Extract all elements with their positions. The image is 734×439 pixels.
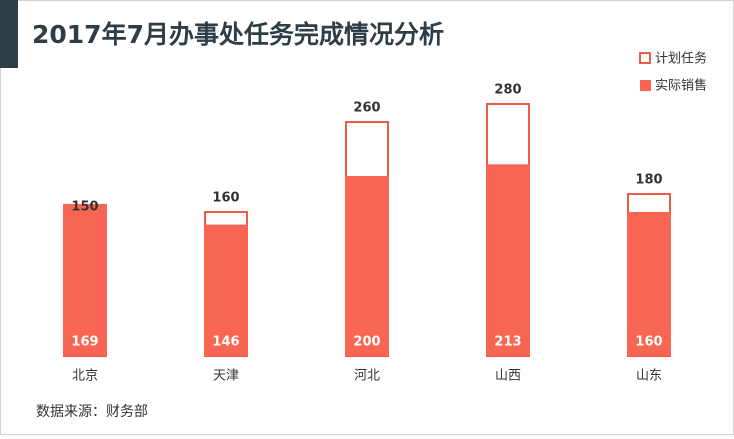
actual-value-label: 146 [212,335,239,350]
chart-title: 2017年7月办事处任务完成情况分析 [32,20,444,49]
legend-swatch [639,52,651,64]
plan-value-label: 260 [353,101,380,116]
actual-bar [627,212,671,356]
actual-bar [486,164,530,356]
actual-value-label: 169 [71,335,98,350]
legend-swatch [640,80,651,91]
x-tick-label: 北京 [72,369,98,384]
actual-bar [204,224,248,356]
legend-label: 计划任务 [655,51,707,67]
plan-value-label: 150 [71,200,98,215]
x-tick-label: 山东 [636,369,662,384]
legend-label: 实际销售 [655,78,707,94]
x-tick-label: 河北 [354,369,380,384]
plan-value-label: 180 [635,173,662,188]
plan-value-label: 160 [212,191,239,206]
actual-value-label: 200 [353,335,380,350]
x-tick-label: 天津 [213,369,239,384]
title-accent [0,0,18,68]
actual-bar [63,203,107,356]
x-tick-label: 山西 [495,369,521,384]
actual-value-label: 213 [494,335,521,350]
actual-value-label: 160 [635,335,662,350]
actual-bar [345,176,389,356]
source-note: 数据来源：财务部 [36,404,148,420]
plan-value-label: 280 [494,83,521,98]
